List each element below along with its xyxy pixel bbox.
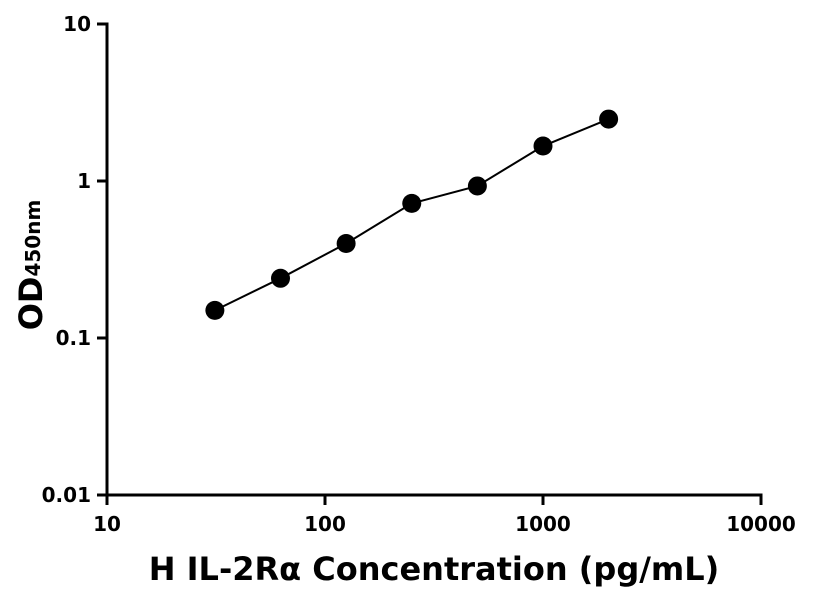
data-point <box>271 268 291 288</box>
data-point <box>467 176 487 196</box>
y-axis-label: OD450nm <box>12 200 50 331</box>
x-axis-label: H IL-2Rα Concentration (pg/mL) <box>149 550 720 588</box>
data-point <box>205 300 225 320</box>
y-tick-label: 0.01 <box>42 483 91 507</box>
y-tick-label: 10 <box>63 12 91 36</box>
y-axis-label-main: OD <box>12 277 50 331</box>
y-axis-label-sub: 450nm <box>21 200 45 277</box>
data-point <box>336 233 356 253</box>
data-point <box>599 109 619 129</box>
y-tick-label: 0.1 <box>56 326 91 350</box>
x-tick-label: 1000 <box>515 512 571 536</box>
x-tick-label: 100 <box>304 512 346 536</box>
x-tick-label: 10000 <box>726 512 796 536</box>
x-tick-label: 10 <box>93 512 121 536</box>
y-tick-label: 1 <box>77 169 91 193</box>
data-point <box>402 193 422 213</box>
data-point <box>533 136 553 156</box>
